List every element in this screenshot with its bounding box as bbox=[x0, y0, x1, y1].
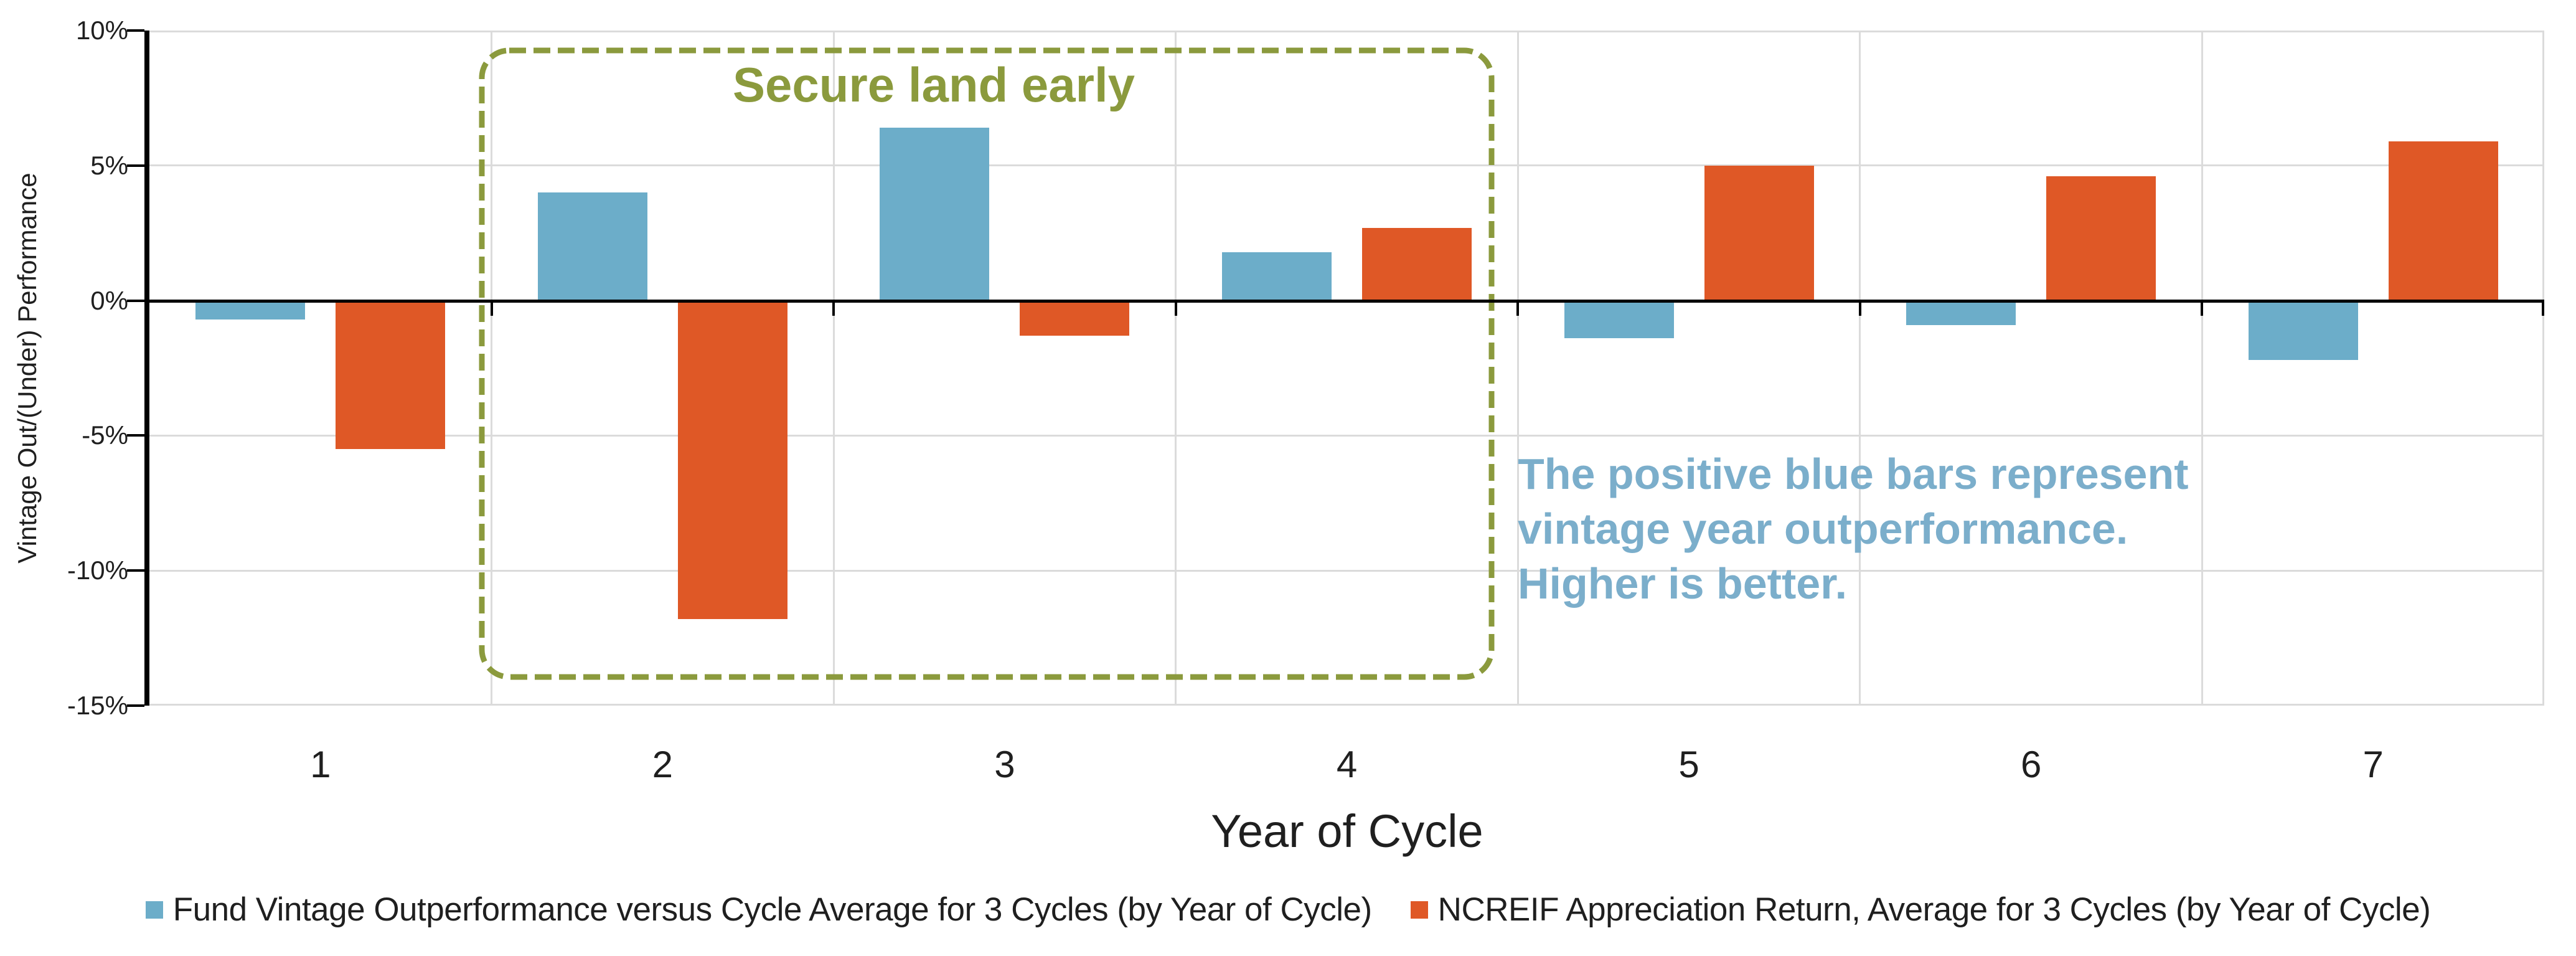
x-tick-label-5: 5 bbox=[1678, 744, 1699, 785]
blue-bars-note: The positive blue bars represent vintage… bbox=[1518, 447, 2189, 611]
gridline-y-5% bbox=[149, 164, 2544, 167]
legend-marker-ncreif bbox=[1410, 901, 1428, 919]
bar-ncreif-year-5 bbox=[1704, 165, 1814, 301]
x-tick-label-2: 2 bbox=[652, 744, 674, 785]
gridline-x-boundary-6 bbox=[2201, 31, 2203, 706]
bar-ncreif-year-7 bbox=[2388, 141, 2498, 301]
x-tick-mark-2 bbox=[832, 300, 835, 316]
secure-land-box bbox=[479, 47, 1495, 680]
legend-marker-fund-vintage bbox=[145, 901, 163, 919]
gridline-x-boundary-7 bbox=[2542, 31, 2544, 706]
bar-fund-vintage-year-3 bbox=[880, 128, 990, 301]
y-tick-label--5%: -5% bbox=[82, 420, 128, 450]
x-tick-mark-1 bbox=[490, 300, 493, 316]
bar-ncreif-year-4 bbox=[1362, 227, 1472, 301]
x-tick-mark-6 bbox=[2201, 300, 2204, 316]
y-tick-mark--15% bbox=[127, 704, 144, 707]
y-tick-mark-5% bbox=[127, 164, 144, 167]
secure-land-label: Secure land early bbox=[732, 57, 1135, 112]
blue-bars-note-line: vintage year outperformance. bbox=[1518, 504, 2128, 553]
gridline-x-boundary-2 bbox=[832, 31, 835, 706]
y-tick-mark-0% bbox=[127, 299, 144, 302]
y-tick-mark-10% bbox=[127, 29, 144, 32]
x-tick-label-1: 1 bbox=[310, 744, 331, 785]
plot-area: Secure land early The positive blue bars… bbox=[127, 29, 2544, 707]
gridline-x-boundary-5 bbox=[1859, 31, 1861, 706]
x-tick-label-3: 3 bbox=[994, 744, 1015, 785]
bar-fund-vintage-year-2 bbox=[537, 192, 647, 301]
x-tick-mark-4 bbox=[1516, 300, 1520, 316]
bar-fund-vintage-year-6 bbox=[1906, 300, 2016, 325]
y-tick-label-10%: 10% bbox=[75, 16, 128, 45]
x-tick-mark-5 bbox=[1858, 300, 1861, 316]
y-tick-mark--10% bbox=[127, 569, 144, 572]
gridline-x-boundary-1 bbox=[491, 31, 493, 706]
y-tick-label-5%: 5% bbox=[90, 150, 128, 180]
gridline-y-10% bbox=[149, 31, 2544, 32]
y-axis-title: Vintage Out/(Under) Performance bbox=[12, 173, 42, 564]
y-tick-label-0%: 0% bbox=[90, 285, 128, 315]
bar-fund-vintage-year-5 bbox=[1564, 300, 1674, 339]
x-tick-label-7: 7 bbox=[2362, 744, 2384, 785]
zero-axis-line bbox=[149, 299, 2544, 303]
gridline-y--10% bbox=[149, 569, 2544, 572]
bar-ncreif-year-1 bbox=[336, 300, 446, 450]
blue-bars-note-line: Higher is better. bbox=[1518, 559, 1848, 608]
gridline-x-boundary-4 bbox=[1516, 31, 1519, 706]
bar-ncreif-year-3 bbox=[1020, 300, 1130, 336]
gridline-y--15% bbox=[149, 704, 2544, 706]
x-axis-title: Year of Cycle bbox=[1211, 805, 1483, 857]
legend-item-ncreif: NCREIF Appreciation Return, Average for … bbox=[1410, 891, 2431, 929]
bar-ncreif-year-2 bbox=[677, 300, 787, 620]
x-tick-mark-3 bbox=[1174, 300, 1177, 316]
legend-label-ncreif: NCREIF Appreciation Return, Average for … bbox=[1437, 891, 2431, 928]
bar-fund-vintage-year-4 bbox=[1222, 252, 1332, 301]
legend: Fund Vintage Outperformance versus Cycle… bbox=[0, 891, 2576, 929]
bar-fund-vintage-year-1 bbox=[195, 300, 306, 319]
gridline-y--5% bbox=[149, 434, 2544, 437]
y-tick-label--15%: -15% bbox=[67, 691, 128, 720]
y-axis-title-wrap: Vintage Out/(Under) Performance bbox=[4, 31, 51, 706]
y-axis-line bbox=[144, 31, 149, 706]
x-tick-label-6: 6 bbox=[2020, 744, 2042, 785]
bar-fund-vintage-year-7 bbox=[2248, 300, 2358, 360]
legend-item-fund-vintage: Fund Vintage Outperformance versus Cycle… bbox=[145, 891, 1372, 929]
gridline-x-boundary-3 bbox=[1175, 31, 1177, 706]
legend-label-fund-vintage: Fund Vintage Outperformance versus Cycle… bbox=[172, 891, 1372, 928]
x-tick-label-4: 4 bbox=[1336, 744, 1358, 785]
x-tick-mark-7 bbox=[2542, 300, 2544, 316]
bar-ncreif-year-6 bbox=[2046, 176, 2156, 301]
blue-bars-note-line: The positive blue bars represent bbox=[1518, 450, 2189, 498]
y-tick-mark--5% bbox=[127, 434, 144, 437]
y-tick-label--10%: -10% bbox=[67, 556, 128, 585]
secure-land-box-outline bbox=[479, 47, 1495, 680]
